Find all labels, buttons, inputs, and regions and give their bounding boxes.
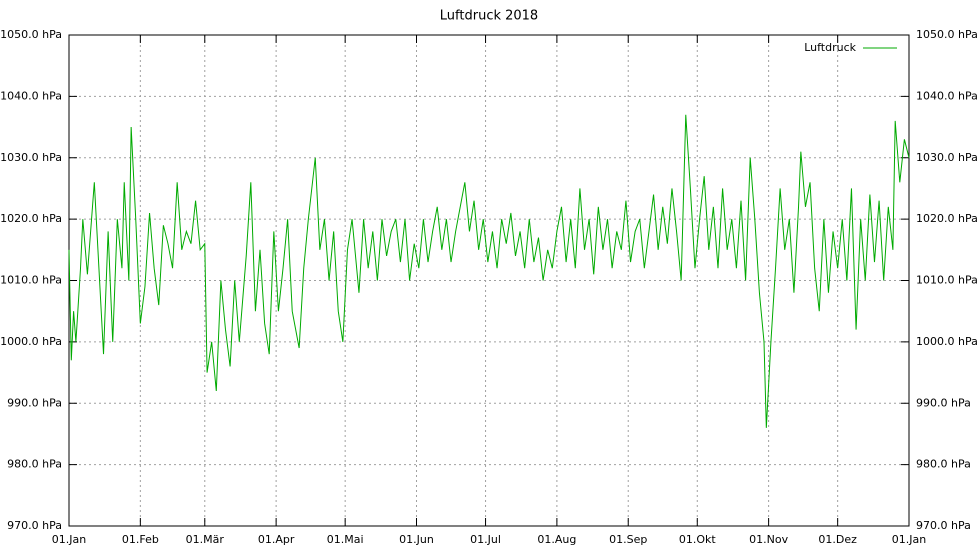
y2-tick-label: 970.0 hPa — [916, 519, 971, 532]
x-tick-label: 01.Mai — [327, 533, 364, 546]
y-tick-label: 980.0 hPa — [7, 458, 62, 471]
x-tick-label: 01.Dez — [818, 533, 857, 546]
y2-tick-label: 1040.0 hPa — [916, 89, 978, 102]
y2-tick-label: 980.0 hPa — [916, 458, 971, 471]
y-tick-label: 1030.0 hPa — [0, 151, 62, 164]
x-tick-label: 01.Apr — [258, 533, 295, 546]
y-tick-label: 1020.0 hPa — [0, 212, 62, 225]
y2-tick-label: 1020.0 hPa — [916, 212, 978, 225]
y2-tick-label: 1000.0 hPa — [916, 335, 978, 348]
x-tick-label: 01.Okt — [679, 533, 717, 546]
x-tick-label: 01.Feb — [122, 533, 159, 546]
y2-tick-label: 1030.0 hPa — [916, 151, 978, 164]
x-tick-label: 01.Aug — [537, 533, 576, 546]
y-tick-label: 1050.0 hPa — [0, 28, 62, 41]
x-tick-label: 01.Nov — [749, 533, 788, 546]
legend-label: Luftdruck — [804, 41, 856, 54]
chart-title: Luftdruck 2018 — [440, 9, 538, 24]
y-tick-label: 1040.0 hPa — [0, 89, 62, 102]
y2-tick-label: 1010.0 hPa — [916, 274, 978, 287]
x-tick-label: 01.Sep — [609, 533, 647, 546]
y-tick-label: 990.0 hPa — [7, 396, 62, 409]
data-line — [68, 114, 910, 428]
y-tick-label: 1010.0 hPa — [0, 274, 62, 287]
y2-tick-label: 990.0 hPa — [916, 396, 971, 409]
x-tick-label: 01.Jan — [892, 533, 926, 546]
x-tick-label: 01.Mär — [186, 533, 225, 546]
x-tick-label: 01.Jan — [52, 533, 86, 546]
x-tick-label: 01.Jul — [470, 533, 501, 546]
x-tick-label: 01.Jun — [399, 533, 434, 546]
y2-tick-label: 1050.0 hPa — [916, 28, 978, 41]
y-tick-label: 970.0 hPa — [7, 519, 62, 532]
plot-frame — [68, 34, 910, 527]
y-tick-label: 1000.0 hPa — [0, 335, 62, 348]
